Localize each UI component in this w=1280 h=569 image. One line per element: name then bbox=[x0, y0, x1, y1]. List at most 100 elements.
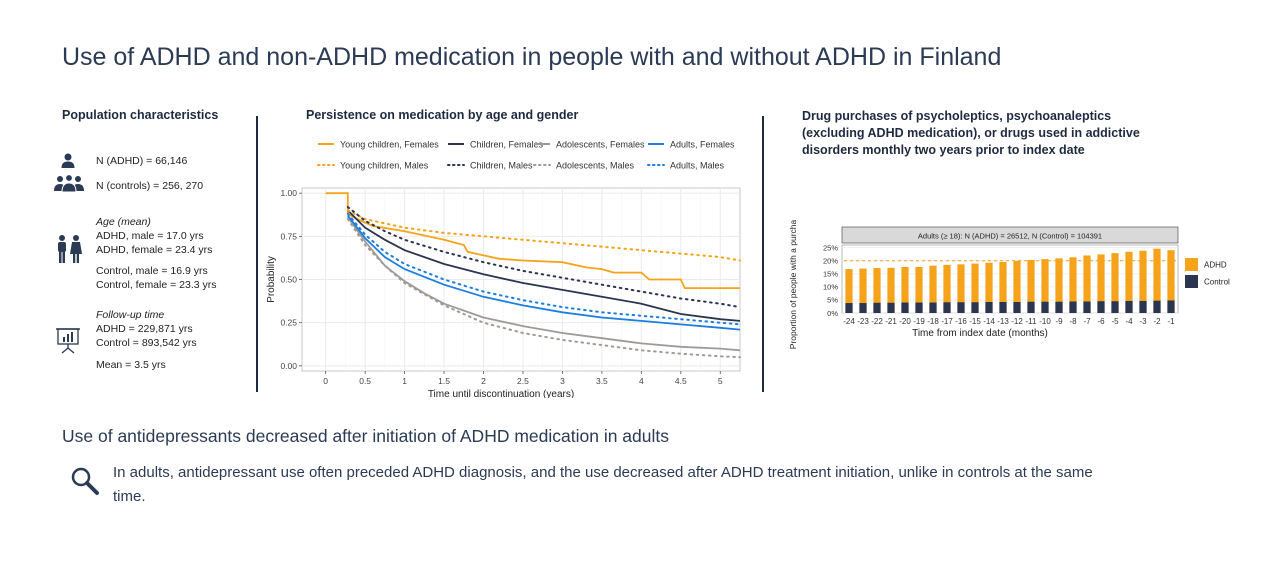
legend-label: Young children, Males bbox=[340, 161, 429, 171]
age-control-female: Control, female = 23.3 yrs bbox=[96, 279, 217, 291]
presentation-chart-icon bbox=[56, 328, 80, 354]
legend-label: Adolescents, Males bbox=[556, 161, 635, 171]
survival-chart-title: Persistence on medication by age and gen… bbox=[306, 108, 579, 122]
x-tick-label: -8 bbox=[1069, 317, 1077, 326]
legend-label: Control bbox=[1204, 278, 1230, 287]
bar-control bbox=[845, 303, 853, 313]
bar-control bbox=[1153, 300, 1161, 313]
n-adhd: N (ADHD) = 66,146 bbox=[96, 155, 188, 167]
x-tick-label: -7 bbox=[1083, 317, 1091, 326]
survival-chart: Young children, Females Children, Females… bbox=[266, 140, 741, 398]
series-line bbox=[347, 216, 741, 352]
bar-adhd bbox=[999, 262, 1007, 313]
couple-icon bbox=[58, 235, 82, 263]
x-tick-label: 1 bbox=[402, 376, 407, 386]
x-tick-label: -23 bbox=[857, 317, 869, 326]
bar-adhd bbox=[1055, 258, 1063, 313]
x-tick-label: -22 bbox=[871, 317, 883, 326]
population-heading: Population characteristics bbox=[62, 108, 219, 122]
age-adhd-male: ADHD, male = 17.0 yrs bbox=[96, 230, 204, 242]
x-tick-label: 1.5 bbox=[438, 376, 450, 386]
bar-control bbox=[1111, 301, 1119, 313]
bar-control bbox=[971, 302, 979, 313]
x-tick-label: -1 bbox=[1167, 317, 1175, 326]
series-line bbox=[347, 215, 741, 331]
bar-adhd bbox=[1041, 259, 1049, 313]
divider-right bbox=[762, 116, 764, 392]
x-tick-label: -13 bbox=[997, 317, 1009, 326]
x-tick-label: -16 bbox=[955, 317, 967, 326]
bar-control bbox=[859, 303, 867, 313]
bar-adhd bbox=[1069, 257, 1077, 313]
bar-adhd bbox=[943, 264, 951, 313]
y-tick-label: 5% bbox=[827, 296, 838, 305]
divider-left bbox=[256, 116, 258, 392]
conclusion-heading: Use of antidepressants decreased after i… bbox=[62, 426, 669, 446]
x-tick-label: -4 bbox=[1125, 317, 1133, 326]
bar-control bbox=[901, 302, 909, 313]
plot-panel bbox=[841, 244, 1179, 314]
x-tick-label: -12 bbox=[1011, 317, 1023, 326]
bar-adhd bbox=[1111, 253, 1119, 313]
bar-adhd bbox=[873, 268, 881, 313]
x-axis-label: Time until discontinuation (years) bbox=[428, 389, 574, 398]
y-tick-label: 0.00 bbox=[280, 361, 297, 371]
legend-label: Young children, Females bbox=[340, 140, 439, 150]
bar-control bbox=[943, 302, 951, 313]
bar-control bbox=[915, 302, 923, 313]
bar-adhd bbox=[1083, 255, 1091, 313]
x-tick-label: -3 bbox=[1139, 317, 1147, 326]
x-tick-label: 0.5 bbox=[359, 376, 371, 386]
series-line bbox=[325, 192, 740, 289]
bar-adhd bbox=[915, 266, 923, 313]
x-tick-label: 2 bbox=[481, 376, 486, 386]
x-tick-label: -10 bbox=[1039, 317, 1051, 326]
x-tick-label: -19 bbox=[913, 317, 925, 326]
bar-control bbox=[957, 302, 965, 313]
series-line bbox=[346, 209, 741, 262]
person-icon bbox=[61, 153, 75, 168]
x-tick-label: 3.5 bbox=[596, 376, 608, 386]
y-tick-label: 0.50 bbox=[280, 275, 297, 285]
legend-swatch bbox=[1185, 275, 1198, 288]
y-tick-label: 10% bbox=[823, 283, 838, 292]
y-tick-label: 0% bbox=[827, 309, 838, 318]
x-tick-label: -18 bbox=[927, 317, 939, 326]
x-tick-label: 0 bbox=[323, 376, 328, 386]
legend-label: Adults, Females bbox=[670, 140, 735, 150]
x-tick-label: 2.5 bbox=[517, 376, 529, 386]
bar-adhd bbox=[887, 267, 895, 313]
bar-control bbox=[1027, 301, 1035, 313]
bar-control bbox=[887, 302, 895, 313]
followup-adhd: ADHD = 229,871 yrs bbox=[96, 323, 193, 335]
x-tick-label: -5 bbox=[1111, 317, 1119, 326]
bar-adhd bbox=[901, 266, 909, 313]
x-tick-label: -15 bbox=[969, 317, 981, 326]
bar-chart-title: Drug purchases of psycholeptics, psychoa… bbox=[802, 109, 1140, 157]
bar-adhd bbox=[1013, 260, 1021, 313]
x-tick-label: -21 bbox=[885, 317, 897, 326]
bar-adhd bbox=[859, 268, 867, 313]
bar-control bbox=[1041, 301, 1049, 313]
bar-adhd bbox=[957, 264, 965, 313]
x-tick-label: 4 bbox=[639, 376, 644, 386]
bar-chart: Adults (≥ 18): N (ADHD) = 26512, N (Cont… bbox=[788, 220, 1230, 349]
age-heading: Age (mean) bbox=[96, 216, 151, 228]
y-axis-label: Proportion of people with a purchase bbox=[788, 220, 798, 349]
bar-adhd bbox=[1153, 248, 1161, 313]
x-tick-label: -14 bbox=[983, 317, 995, 326]
panel-strip bbox=[841, 226, 1179, 244]
age-control-male: Control, male = 16.9 yrs bbox=[96, 265, 208, 277]
series-line bbox=[346, 218, 741, 359]
bar-adhd bbox=[1125, 251, 1133, 313]
group-icon bbox=[54, 174, 84, 192]
x-tick-label: -24 bbox=[843, 317, 855, 326]
bar-control bbox=[1097, 301, 1105, 313]
bar-adhd bbox=[1139, 250, 1147, 313]
series-line bbox=[347, 209, 741, 322]
x-tick-label: -11 bbox=[1026, 317, 1038, 326]
y-tick-label: 20% bbox=[823, 256, 838, 265]
y-tick-label: 25% bbox=[823, 243, 838, 252]
x-axis-label: Time from index date (months) bbox=[912, 328, 1048, 339]
age-adhd-female: ADHD, female = 23.4 yrs bbox=[96, 244, 213, 256]
